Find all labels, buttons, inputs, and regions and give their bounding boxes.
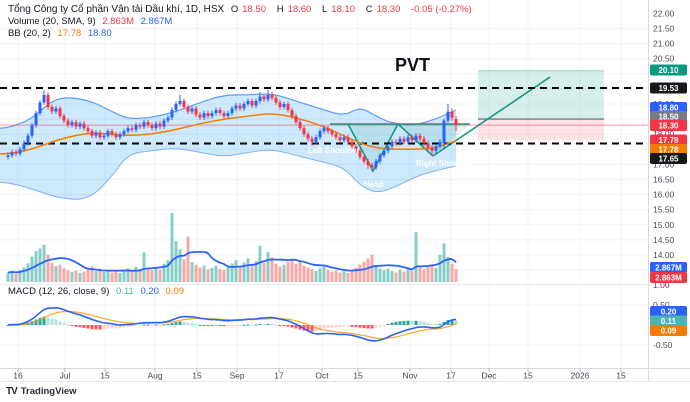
left-shoulder-label[interactable]: Left Shoulder [308,146,360,155]
svg-text:15.00: 15.00 [653,220,675,230]
svg-text:21.50: 21.50 [653,24,675,34]
low-value: 18.10 [331,4,356,15]
volume-sma-line [7,250,457,274]
svg-text:Jul: Jul [60,371,71,381]
macd-histogram [6,316,458,332]
macd-line [7,307,457,342]
volume-bars [6,213,458,282]
svg-text:20.50: 20.50 [653,54,675,64]
macd-hist-value: 0.11 [116,286,134,297]
svg-text:0.50: 0.50 [653,300,670,310]
symbol-annotation[interactable]: PVT [395,55,431,75]
bb-basis-line [0,113,457,155]
svg-text:20.10: 20.10 [658,66,679,75]
open-value: 18.50 [242,4,267,15]
symbol-legend-row[interactable]: Tổng Công ty Cổ phần Vận tải Dầu khí, 1D… [8,4,476,16]
bb-basis-value: 17.78 [57,28,82,39]
svg-text:17.00: 17.00 [653,159,675,169]
bollinger-band [0,93,457,200]
svg-text:19.53: 19.53 [658,84,679,93]
close-value: 18.30 [376,4,401,15]
pane-borders [0,0,690,382]
svg-text:2.867M: 2.867M [655,264,682,273]
svg-text:21.00: 21.00 [653,39,675,49]
svg-text:Aug: Aug [147,371,162,381]
macd-signal-value: 0.09 [165,286,185,297]
open-label: O [230,4,239,15]
svg-text:0.11: 0.11 [661,317,677,326]
svg-text:18.00: 18.00 [653,129,675,139]
svg-text:14.00: 14.00 [653,250,675,260]
svg-text:2026: 2026 [571,371,590,381]
right-shoulder-label[interactable]: Right Shoulder [416,159,474,168]
svg-text:Sep: Sep [229,371,244,381]
svg-text:1.00: 1.00 [653,280,670,290]
svg-text:15: 15 [353,371,363,381]
svg-text:17: 17 [274,371,284,381]
svg-text:-0.50: -0.50 [653,340,673,350]
svg-text:15.50: 15.50 [653,205,675,215]
time-axis[interactable]: 16 Jul 15 Aug 15 Sep 17 Oct 15 Nov 17 Dec 15 2026 15 [13,368,626,381]
close-label: C [365,4,373,15]
symbol-title: Tổng Công ty Cổ phần Vận tải Dầu khí, 1D… [8,4,225,15]
candles [6,89,458,172]
svg-text:0.09: 0.09 [661,327,677,336]
tradingview-logo[interactable]: TV TradingView [6,386,77,397]
high-label: H [276,4,284,15]
tradingview-logo-text: TradingView [20,386,77,397]
indicator-legends: Tổng Công ty Cổ phần Vận tải Dầu khí, 1D… [8,4,476,40]
low-label: L [321,4,328,15]
macd-line-value: 0.20 [140,286,159,297]
svg-text:14.50: 14.50 [653,235,675,245]
svg-text:18.50: 18.50 [658,113,679,122]
high-value: 18.60 [287,4,312,15]
svg-text:2.863M: 2.863M [655,274,682,283]
grid [0,0,648,368]
svg-text:16.50: 16.50 [653,175,675,185]
svg-text:16.00: 16.00 [653,190,675,200]
macd-legend-row[interactable]: MACD (12, 26, close, 9) 0.11 0.20 0.09 [8,286,188,297]
svg-text:15: 15 [523,371,533,381]
svg-text:Nov: Nov [402,371,418,381]
svg-text:Oct: Oct [315,371,329,381]
svg-text:15: 15 [100,371,110,381]
svg-text:22.00: 22.00 [653,8,675,18]
svg-text:Dec: Dec [481,371,497,381]
price-axis[interactable]: 22.0021.5021.0020.5019.0018.0017.0016.50… [650,8,687,350]
svg-text:17.79: 17.79 [658,136,679,145]
volume-bar-value: 2.863M [102,16,134,27]
svg-text:17.65: 17.65 [658,155,679,164]
bb-upper-value: 18.80 [87,28,112,39]
volume-legend-label: Volume (20, SMA, 9) [8,16,96,27]
position-box [478,70,604,141]
svg-text:18.80: 18.80 [658,104,679,113]
change-value: -0.05 (-0.27%) [411,4,472,15]
svg-text:17: 17 [446,371,456,381]
svg-text:18.30: 18.30 [658,122,679,131]
svg-text:0.20: 0.20 [661,308,677,317]
macd-legend-label: MACD (12, 26, close, 9) [8,286,110,297]
tradingview-logo-icon: TV [6,386,18,397]
volume-sma-value: 2.867M [140,16,173,27]
bb-legend-row[interactable]: BB (20, 2) 17.78 18.80 [8,28,476,40]
bb-legend-label: BB (20, 2) [8,28,51,39]
svg-text:15: 15 [192,371,202,381]
level-lines [0,87,648,145]
volume-legend-row[interactable]: Volume (20, SMA, 9) 2.863M 2.867M [8,16,476,28]
head-label[interactable]: Head [364,180,384,189]
svg-text:16: 16 [13,371,23,381]
svg-text:17.78: 17.78 [658,146,679,155]
svg-text:15: 15 [616,371,626,381]
